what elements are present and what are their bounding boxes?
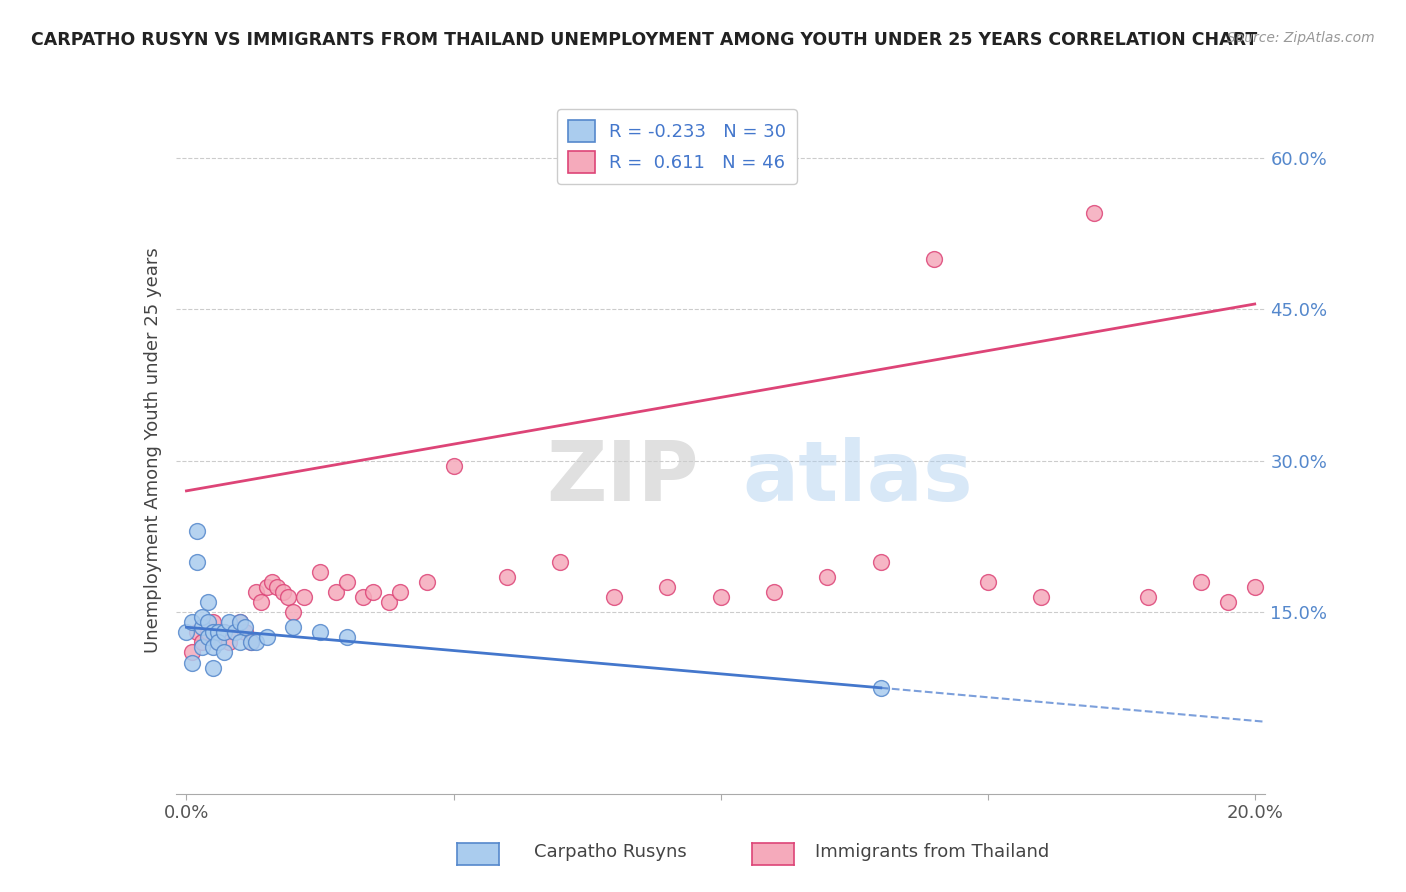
Point [202, 640, 225, 655]
Point [212, 625, 235, 640]
Point [197, 630, 219, 644]
Point [191, 610, 214, 624]
Point [922, 252, 945, 266]
Text: Carpatho Rusyns: Carpatho Rusyns [534, 843, 688, 861]
Point [245, 585, 267, 599]
Point [277, 590, 299, 604]
Point [180, 656, 202, 670]
Point [180, 645, 202, 659]
Point [309, 625, 332, 640]
Point [260, 574, 283, 589]
Point [1189, 574, 1212, 589]
Point [336, 630, 359, 644]
Y-axis label: Unemployment Among Youth under 25 years: Unemployment Among Youth under 25 years [143, 248, 162, 653]
Point [325, 585, 347, 599]
Point [976, 574, 998, 589]
Point [191, 640, 214, 655]
Point [496, 570, 519, 584]
Point [292, 590, 315, 604]
Point [202, 615, 225, 630]
Point [550, 555, 572, 569]
Text: atlas: atlas [742, 437, 973, 518]
Point [186, 524, 208, 539]
Point [207, 625, 229, 640]
Point [256, 580, 278, 594]
Point [229, 635, 252, 649]
Point [176, 625, 198, 640]
Point [710, 590, 733, 604]
Point [239, 635, 262, 649]
Point [218, 635, 240, 649]
Point [869, 681, 891, 695]
Text: Source: ZipAtlas.com: Source: ZipAtlas.com [1227, 31, 1375, 45]
Point [212, 645, 235, 659]
Point [233, 625, 256, 640]
Point [229, 615, 252, 630]
Text: ZIP: ZIP [547, 437, 699, 518]
Point [212, 625, 235, 640]
Point [336, 574, 359, 589]
Point [224, 625, 246, 640]
Point [389, 585, 412, 599]
Point [239, 635, 262, 649]
Point [218, 615, 240, 630]
Point [283, 620, 305, 634]
Point [378, 595, 401, 609]
Point [207, 635, 229, 649]
Point [363, 585, 385, 599]
Point [256, 630, 278, 644]
Point [657, 580, 679, 594]
Point [186, 625, 208, 640]
Point [1216, 595, 1239, 609]
Text: CARPATHO RUSYN VS IMMIGRANTS FROM THAILAND UNEMPLOYMENT AMONG YOUTH UNDER 25 YEA: CARPATHO RUSYN VS IMMIGRANTS FROM THAILA… [31, 31, 1257, 49]
Point [352, 590, 374, 604]
Point [309, 565, 332, 579]
Point [815, 570, 838, 584]
Point [266, 580, 288, 594]
Point [191, 635, 214, 649]
Point [1029, 590, 1052, 604]
Point [245, 635, 267, 649]
Point [443, 458, 465, 473]
Point [197, 595, 219, 609]
Point [233, 620, 256, 634]
Point [603, 590, 626, 604]
Point [250, 595, 273, 609]
Point [207, 635, 229, 649]
Point [283, 605, 305, 619]
Point [180, 615, 202, 630]
Point [186, 555, 208, 569]
Legend: R = -0.233   N = 30, R =  0.611   N = 46: R = -0.233 N = 30, R = 0.611 N = 46 [557, 109, 797, 184]
Point [1083, 206, 1105, 220]
Text: Immigrants from Thailand: Immigrants from Thailand [815, 843, 1050, 861]
Point [1136, 590, 1159, 604]
Point [869, 555, 891, 569]
Point [229, 615, 252, 630]
Point [1243, 580, 1265, 594]
Point [202, 625, 225, 640]
Point [202, 660, 225, 674]
Point [197, 625, 219, 640]
Point [197, 615, 219, 630]
Point [191, 620, 214, 634]
Point [224, 625, 246, 640]
Point [762, 585, 785, 599]
Point [271, 585, 294, 599]
Point [416, 574, 439, 589]
